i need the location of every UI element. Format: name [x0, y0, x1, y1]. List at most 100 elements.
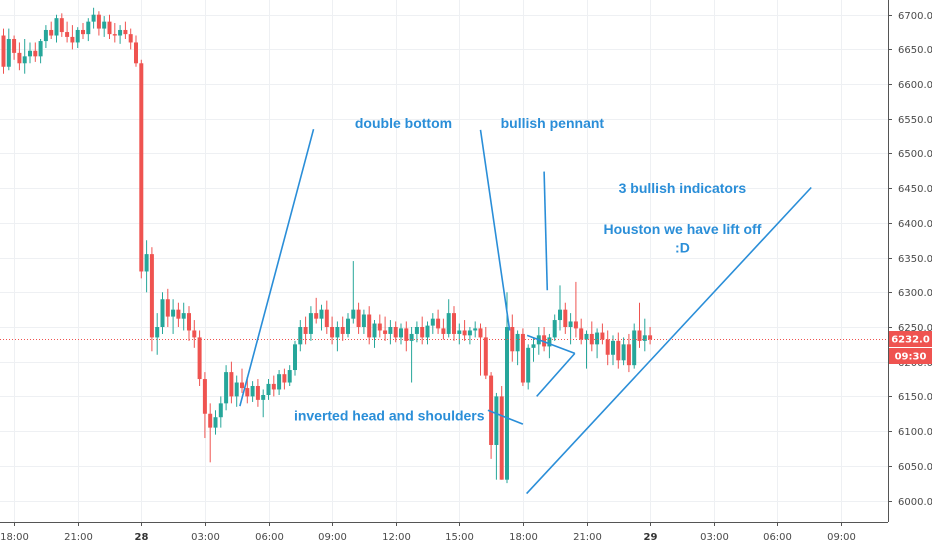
candle-body: [171, 309, 176, 317]
y-tick-label: 6450.0: [898, 184, 932, 195]
candle-body: [255, 385, 260, 400]
candle-body: [298, 327, 303, 345]
trend-up-line: [526, 186, 812, 495]
candle-body: [102, 21, 107, 29]
annotations: double bottom bullish pennant 3 bullish in…: [239, 115, 812, 495]
candle-body: [558, 309, 562, 321]
candle-body: [367, 314, 372, 338]
y-tick-label: 6500.0: [898, 149, 932, 160]
x-tick-label: 12:00: [382, 532, 411, 543]
candle-body: [483, 337, 488, 376]
candle-body: [123, 29, 128, 35]
x-tick-label: 09:00: [318, 532, 347, 543]
candle-body: [372, 323, 377, 338]
double-bottom-pointer-a: [239, 129, 315, 407]
double-bottom-pointer-b: [479, 129, 511, 331]
x-tick-label: 03:00: [191, 532, 220, 543]
candle-body: [314, 313, 319, 319]
candle-body: [118, 29, 123, 36]
candle-body: [43, 29, 48, 42]
candle-body: [282, 374, 287, 383]
candle-body: [346, 318, 350, 334]
candle-body: [388, 327, 393, 334]
candle-body: [75, 29, 80, 43]
candle-body: [6, 38, 11, 67]
candle-body: [446, 313, 451, 334]
y-axis: 6750.06700.06650.06600.06550.06500.06450…: [888, 11, 932, 508]
candle-body: [542, 335, 547, 347]
y-tick-label: 6400.0: [898, 219, 932, 230]
candle-body: [499, 396, 504, 480]
candle-body: [308, 313, 313, 334]
pennant-pointer: [543, 171, 549, 291]
candle-body: [187, 313, 191, 331]
candle-body: [579, 328, 584, 340]
candle-body: [38, 41, 43, 57]
y-tick-label: 6700.0: [898, 11, 932, 22]
candle-body: [218, 403, 223, 418]
y-tick-label: 6600.0: [898, 80, 932, 91]
candle-body: [420, 327, 425, 338]
annotation-bullish-pennant: bullish pennant: [501, 115, 605, 131]
candle-body: [515, 333, 520, 352]
candle-body: [457, 330, 462, 334]
candle-body: [96, 14, 101, 29]
candle-body: [240, 382, 244, 389]
x-tick-label: 18:00: [0, 532, 29, 543]
candle-body: [224, 372, 229, 404]
candle-body: [28, 50, 32, 57]
candle-body: [441, 328, 446, 334]
countdown-tag: [889, 348, 932, 364]
candle-body: [520, 333, 525, 383]
candle-body: [266, 383, 271, 396]
candle-body: [584, 333, 589, 340]
candle-body: [271, 383, 276, 390]
pennant-lower: [536, 352, 576, 397]
annotation-3-bullish-indicators: 3 bullish indicators: [619, 180, 747, 196]
candle-body: [637, 330, 642, 341]
candle-body: [134, 42, 138, 64]
last-price-tag: [889, 331, 932, 347]
candle-body: [213, 417, 218, 428]
candle-body: [149, 254, 154, 338]
annotation-houston: Houston we have lift off: [603, 221, 761, 237]
candle-body: [277, 374, 282, 390]
candle-body: [568, 321, 573, 327]
candle-body: [128, 34, 133, 43]
y-tick-label: 6000.0: [898, 497, 932, 508]
candle-body: [531, 344, 536, 348]
x-tick-label: 03:00: [700, 532, 729, 543]
candle-body: [245, 388, 250, 397]
candle-body: [91, 14, 96, 22]
candle-body: [505, 327, 509, 480]
last-price-label: 6232.0: [891, 335, 930, 346]
candle-body: [632, 330, 637, 366]
candle-body: [59, 18, 64, 33]
price-tags: 6232.0 09:30: [889, 331, 932, 364]
candle-body: [547, 337, 552, 347]
candle-body: [552, 320, 557, 338]
candle-body: [335, 327, 340, 338]
candle-body: [234, 382, 239, 397]
candle-body: [611, 340, 615, 355]
candle-body: [229, 372, 234, 397]
x-tick-label: 18:00: [509, 532, 538, 543]
candles: [0, 7, 888, 484]
candle-body: [452, 313, 456, 334]
x-tick-label: 29: [644, 532, 658, 543]
y-tick-label: 6650.0: [898, 45, 932, 56]
y-tick-label: 6050.0: [898, 462, 932, 473]
candle-body: [605, 339, 610, 355]
candle-body: [621, 344, 626, 361]
x-tick-label: 06:00: [255, 532, 284, 543]
candle-body: [250, 385, 255, 397]
annotation-double-bottom: double bottom: [355, 115, 452, 131]
candle-body: [176, 309, 181, 319]
candle-body: [12, 38, 17, 53]
candle-body: [526, 347, 531, 383]
candle-body: [202, 379, 207, 414]
ihs-pointer: [487, 409, 524, 425]
candle-body: [197, 337, 202, 380]
